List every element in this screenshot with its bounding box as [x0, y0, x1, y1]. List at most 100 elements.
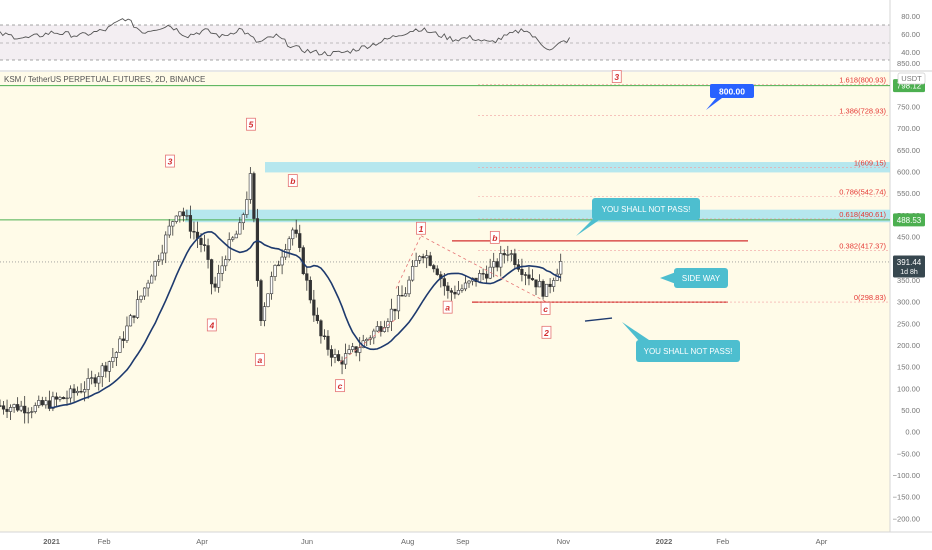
candle-body — [111, 357, 115, 362]
bottom-callout-box — [636, 340, 740, 362]
candle-body — [432, 265, 436, 270]
price-tick-15: 100.00 — [897, 384, 920, 393]
time-label-4: Aug — [401, 537, 414, 546]
candle-body — [460, 288, 464, 291]
candle-body — [153, 261, 157, 277]
wave-label-box-8 — [489, 230, 500, 244]
candle-body — [262, 306, 267, 322]
candle-body — [220, 265, 224, 274]
candle-body — [315, 314, 319, 322]
candle-body — [485, 273, 489, 279]
candle-body — [164, 234, 168, 254]
candle-body — [167, 225, 171, 236]
candle-body — [100, 365, 104, 377]
candle-body — [132, 315, 136, 318]
time-label-3: Jun — [301, 537, 313, 546]
badge-time: 1d 8h — [900, 269, 918, 276]
price-tick-6: 550.00 — [897, 189, 920, 198]
candle-body — [312, 299, 316, 316]
candle-body — [523, 274, 528, 276]
candle-body — [114, 352, 118, 358]
candle-body — [351, 346, 355, 350]
moving-average-line — [49, 231, 561, 409]
fib-label-2: 1(609.15) — [854, 159, 887, 168]
price-tick-4: 650.00 — [897, 146, 920, 155]
time-label-5: Sep — [456, 537, 469, 546]
time-label-1: Feb — [98, 537, 111, 546]
candle-body — [118, 338, 122, 353]
bottom-callout-pointer — [622, 322, 652, 342]
rsi-line — [0, 18, 570, 57]
price-tick-11: 300.00 — [897, 298, 920, 307]
candle-body — [456, 290, 461, 295]
candle-body — [51, 396, 55, 409]
top-callout-box — [592, 198, 700, 220]
candle-body — [54, 396, 59, 400]
time-axis: 2021 Feb Apr Jun Aug Sep Nov 2022 Feb Apr — [43, 537, 828, 546]
candle-body — [238, 222, 242, 235]
wave-label-11: 3 — [614, 72, 619, 82]
candle-body — [537, 281, 542, 288]
candle-body — [185, 215, 189, 217]
candle-body — [174, 215, 178, 222]
wave-label-box-5 — [335, 379, 345, 393]
candle-body — [372, 330, 376, 339]
candle-body — [435, 268, 439, 275]
price-tick-8: 450.00 — [897, 233, 920, 242]
sideway-callout-pointer — [660, 272, 676, 284]
candle-body — [259, 280, 263, 322]
candle-body — [495, 261, 499, 268]
target-callout-text: 800.00 — [719, 87, 745, 97]
time-label-9: Apr — [816, 537, 828, 546]
candle-body — [534, 279, 538, 288]
candle-body — [139, 295, 143, 300]
target-callout-pointer — [706, 98, 722, 110]
candle-body — [199, 238, 203, 245]
candle-body — [160, 252, 164, 261]
candle-body — [284, 249, 288, 258]
wave-label-7: a — [445, 303, 450, 313]
candle-body — [410, 266, 415, 281]
bottom-callout-text: YOU SHALL NOT PASS! — [644, 347, 733, 356]
candle-body — [30, 411, 34, 413]
candle-body — [104, 365, 108, 372]
resistance-zone-lower — [185, 209, 890, 223]
fib-label-4: 0.618(490.61) — [839, 210, 886, 219]
fib-levels: 1.618(800.93) 1.386(728.93) 1(609.15) 0.786… — [478, 75, 890, 303]
candle-body — [329, 349, 334, 358]
price-tick-20: −150.00 — [893, 493, 920, 502]
candle-body — [379, 326, 383, 332]
candle-body — [75, 390, 80, 394]
candle-body — [72, 388, 76, 394]
candle-body — [291, 229, 295, 240]
time-label-8: Feb — [716, 537, 729, 546]
candle-body — [255, 218, 260, 281]
wave-label-2: 5 — [249, 120, 254, 130]
badge-mid-box — [893, 213, 925, 227]
candle-body — [188, 215, 193, 232]
sideway-callout-text: SIDE WAY — [682, 274, 721, 283]
currency-badge[interactable] — [897, 72, 926, 85]
candle-body — [499, 253, 503, 268]
price-tick-18: −50.00 — [897, 449, 920, 458]
candle-body — [273, 265, 277, 277]
candle-body — [217, 273, 221, 288]
candle-body — [425, 255, 429, 259]
price-tick-10: 350.00 — [897, 276, 920, 285]
candle-body — [83, 389, 87, 393]
wave-label-box-7 — [442, 300, 453, 314]
candle-body — [308, 279, 312, 301]
candle-body — [171, 221, 175, 227]
wave-label-6: 1 — [419, 224, 424, 234]
candle-body — [393, 308, 397, 312]
candle-body — [68, 388, 73, 399]
wave-label-4: b — [290, 176, 295, 186]
candle-body — [266, 293, 270, 307]
wave-label-5: c — [338, 381, 343, 391]
candle-body — [559, 261, 563, 275]
candle-body — [0, 405, 2, 407]
wave-label-box-1 — [206, 318, 217, 332]
candle-body — [26, 411, 30, 414]
candle-body — [449, 290, 453, 293]
